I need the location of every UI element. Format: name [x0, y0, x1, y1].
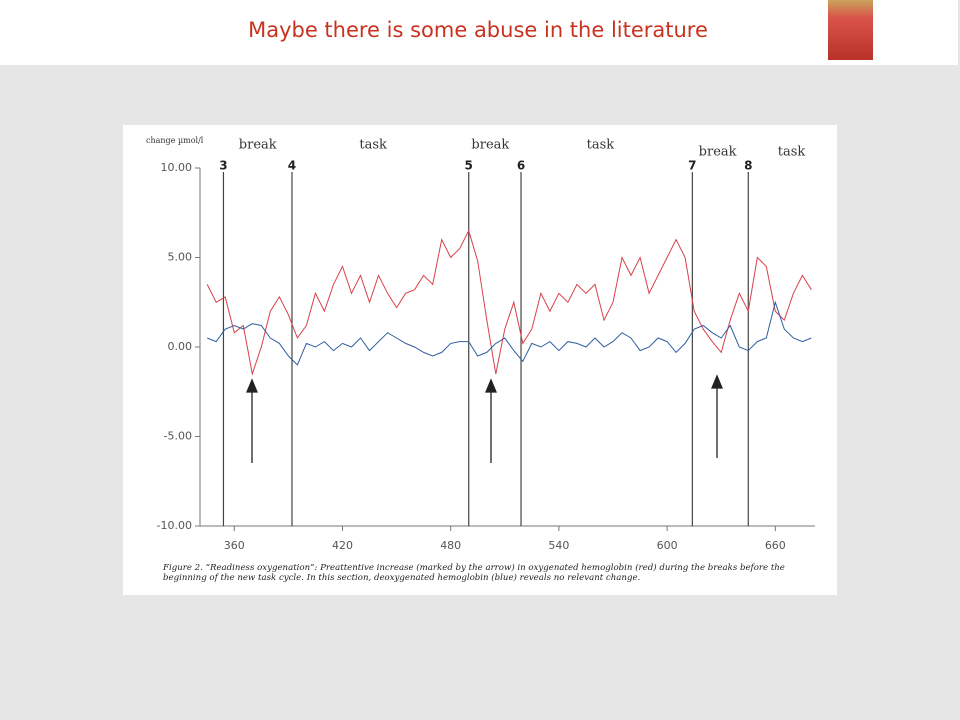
y-tick-label: 10.00	[161, 161, 193, 174]
y-tick-label: -5.00	[164, 430, 192, 443]
y-tick-label: -10.00	[157, 519, 192, 532]
y-axis-label: change µmol/l	[146, 136, 204, 145]
phase-marker-label: 5	[465, 159, 473, 173]
x-tick-label: 660	[765, 539, 786, 552]
avatar	[828, 0, 873, 60]
y-tick-label: 5.00	[168, 251, 193, 264]
y-tick-label: 0.00	[168, 340, 193, 353]
x-tick-label: 420	[332, 539, 353, 552]
phase-marker-label: 3	[219, 159, 227, 173]
x-tick-label: 360	[224, 539, 245, 552]
phase-annotation: task	[778, 145, 806, 160]
x-tick-label: 540	[548, 539, 569, 552]
phase-annotation: break	[471, 138, 509, 153]
series-line	[207, 300, 812, 366]
figure-panel	[123, 125, 837, 595]
figure-caption: Figure 2. “Readiness oxygenation”: Preat…	[163, 563, 785, 583]
phase-annotation: task	[587, 138, 615, 153]
x-tick-label: 480	[440, 539, 461, 552]
title-bar	[0, 0, 958, 65]
arrows	[246, 374, 723, 463]
phase-marker-label: 6	[517, 159, 525, 173]
phase-annotation: break	[699, 145, 737, 160]
series-line	[206, 229, 812, 376]
phase-marker-label: 4	[288, 159, 296, 173]
phase-marker-label: 8	[744, 159, 752, 173]
phase-marker-label: 7	[688, 159, 696, 173]
slide-title: Maybe there is some abuse in the literat…	[248, 18, 708, 42]
phase-annotation: break	[239, 138, 277, 153]
phase-annotation: task	[359, 138, 387, 153]
x-tick-label: 600	[657, 539, 678, 552]
